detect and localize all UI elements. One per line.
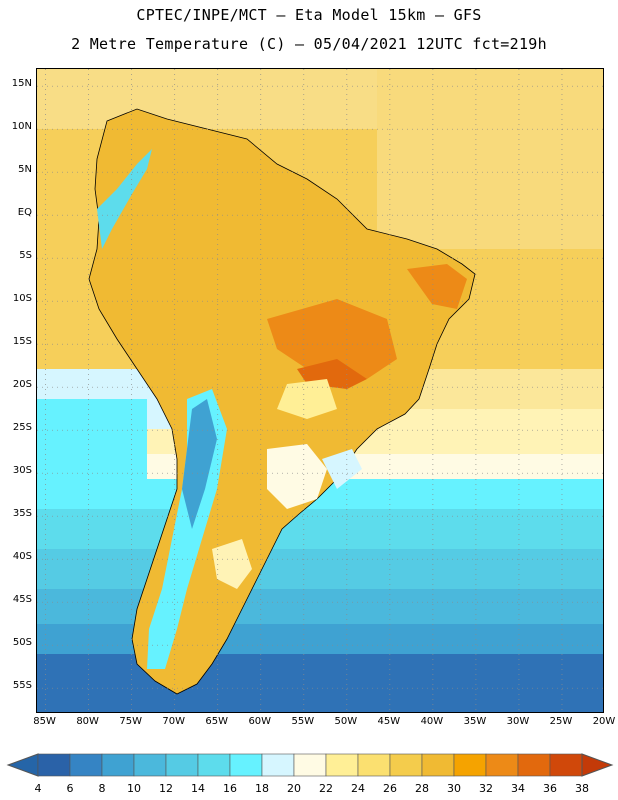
colorbar-swatch xyxy=(293,753,327,777)
lon-tick-label: 55W xyxy=(291,716,315,727)
colorbar-swatch xyxy=(261,753,295,777)
colorbar-tick-label: 18 xyxy=(255,782,269,795)
lat-tick-label: 50S xyxy=(12,637,32,649)
map-title-line2: 2 Metre Temperature (C) – 05/04/2021 12U… xyxy=(71,35,547,53)
colorbar-swatch xyxy=(133,753,167,777)
lat-tick-label: 10N xyxy=(11,121,32,133)
colorbar-swatch xyxy=(549,753,583,777)
map-panel xyxy=(36,68,604,713)
lat-tick-label: 5S xyxy=(19,250,32,262)
colorbar-low-arrow xyxy=(6,753,39,777)
lat-tick-label: 15S xyxy=(12,336,32,348)
lon-tick-label: 60W xyxy=(248,716,272,727)
colorbar-tick-label: 12 xyxy=(159,782,173,795)
lon-tick-label: 80W xyxy=(76,716,99,727)
colorbar-swatch xyxy=(325,753,359,777)
colorbar-tick-label: 8 xyxy=(98,782,106,795)
colorbar-tick-label: 32 xyxy=(479,782,493,795)
south-america-landmass xyxy=(88,108,476,695)
lat-tick-label: 15N xyxy=(11,78,32,90)
lat-tick-label: 5N xyxy=(18,164,32,176)
colorbar-tick-label: 10 xyxy=(127,782,141,795)
lat-tick-label: 40S xyxy=(12,551,32,563)
colorbar-swatch xyxy=(69,753,103,777)
lat-tick-label: 25S xyxy=(12,422,32,434)
colorbar-tick-label: 24 xyxy=(351,782,365,795)
colorbar-tick-label: 14 xyxy=(191,782,205,795)
colorbar-swatch xyxy=(485,753,519,777)
colorbar-swatch xyxy=(229,753,263,777)
lon-tick-label: 25W xyxy=(549,716,573,727)
lon-tick-label: 40W xyxy=(420,716,444,727)
colorbar-swatch xyxy=(165,753,199,777)
colorbar-swatch xyxy=(421,753,455,777)
colorbar-tick-label: 22 xyxy=(319,782,333,795)
lat-tick-label: 20S xyxy=(12,379,32,391)
colorbar-tick-label: 4 xyxy=(34,782,42,795)
colorbar-tick-label: 38 xyxy=(575,782,589,795)
temperature-colorbar xyxy=(6,753,614,777)
temperature-map xyxy=(37,69,603,712)
lon-tick-label: 85W xyxy=(33,716,56,727)
lon-tick-label: 65W xyxy=(205,716,229,727)
lat-tick-label: 10S xyxy=(12,293,32,305)
lon-tick-label: 30W xyxy=(506,716,530,727)
colorbar-swatch xyxy=(389,753,423,777)
lat-tick-label: 35S xyxy=(12,508,32,520)
colorbar-tick-label: 28 xyxy=(415,782,429,795)
lat-tick-label: EQ xyxy=(17,207,32,219)
colorbar-swatch xyxy=(197,753,231,777)
colorbar-tick-label: 34 xyxy=(511,782,525,795)
lon-tick-label: 45W xyxy=(377,716,401,727)
lon-tick-label: 20W xyxy=(592,716,616,727)
colorbar-tick-label: 26 xyxy=(383,782,397,795)
colorbar-tick-label: 36 xyxy=(543,782,557,795)
lon-tick-label: 75W xyxy=(119,716,142,727)
colorbar-tick-label: 20 xyxy=(287,782,301,795)
lon-tick-label: 35W xyxy=(463,716,487,727)
colorbar-swatch xyxy=(357,753,391,777)
lat-tick-label: 55S xyxy=(12,680,32,692)
colorbar-high-arrow xyxy=(581,753,614,777)
colorbar-tick-label: 16 xyxy=(223,782,237,795)
colorbar-swatch xyxy=(101,753,135,777)
lat-tick-label: 45S xyxy=(12,594,32,606)
colorbar-tick-label: 6 xyxy=(66,782,74,795)
lon-tick-label: 50W xyxy=(334,716,358,727)
lat-tick-label: 30S xyxy=(12,465,32,477)
colorbar-swatch xyxy=(517,753,551,777)
lon-tick-label: 70W xyxy=(162,716,185,727)
colorbar-swatch xyxy=(37,753,71,777)
colorbar-swatch xyxy=(453,753,487,777)
map-title-line1: CPTEC/INPE/MCT – Eta Model 15km – GFS xyxy=(136,6,482,24)
colorbar-tick-label: 30 xyxy=(447,782,461,795)
